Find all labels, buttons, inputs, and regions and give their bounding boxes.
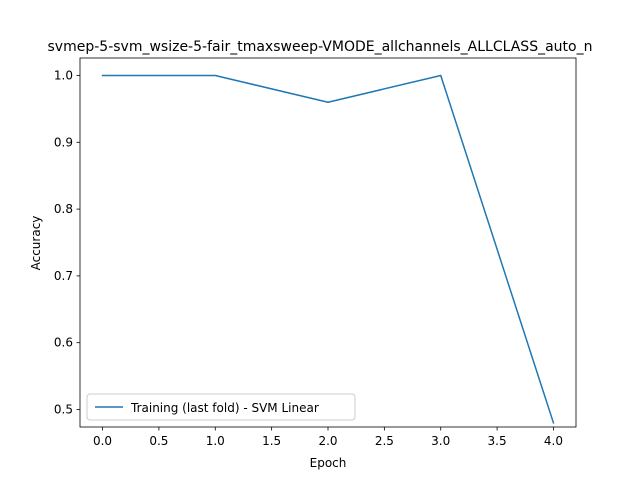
chart-title: svmep-5-svm_wsize-5-fair_tmaxsweep-VMODE… (48, 39, 593, 55)
legend: Training (last fold) - SVM Linear (86, 393, 356, 421)
x-tick-label: 2.0 (318, 434, 337, 448)
y-tick-label: 0.5 (54, 402, 73, 416)
series-line (101, 74, 555, 424)
plot-area: 0.5 0.6 0.7 0.8 0.9 1.0 0.0 0.5 1.0 1.5 2.0 2.5 3.0… (54, 57, 577, 448)
x-tick-label: 1.0 (206, 434, 225, 448)
y-tick-label: 1.0 (54, 69, 73, 83)
axes-frame (79, 57, 577, 428)
x-axis-label: Epoch (310, 456, 347, 470)
y-tick-label: 0.7 (54, 269, 73, 283)
y-tick-label: 0.8 (54, 202, 73, 216)
x-tick-label: 4.0 (544, 434, 563, 448)
x-tick-label: 0.0 (93, 434, 112, 448)
x-tick-label: 2.5 (375, 434, 394, 448)
axes-background (80, 58, 576, 427)
x-tick-label: 0.5 (149, 434, 168, 448)
legend-label: Training (last fold) - SVM Linear (130, 401, 319, 415)
x-tick-label: 1.5 (262, 434, 281, 448)
legend-box (86, 393, 356, 421)
y-axis: 0.5 0.6 0.7 0.8 0.9 1.0 (54, 69, 80, 416)
series-lines (101, 74, 555, 424)
y-axis-label: Accuracy (29, 216, 43, 271)
x-axis: 0.0 0.5 1.0 1.5 2.0 2.5 3.0 3.5 4.0 (93, 427, 563, 448)
x-tick-label: 3.0 (431, 434, 450, 448)
x-tick-label: 3.5 (488, 434, 507, 448)
y-tick-label: 0.6 (54, 336, 73, 350)
y-tick-label: 0.9 (54, 135, 73, 149)
